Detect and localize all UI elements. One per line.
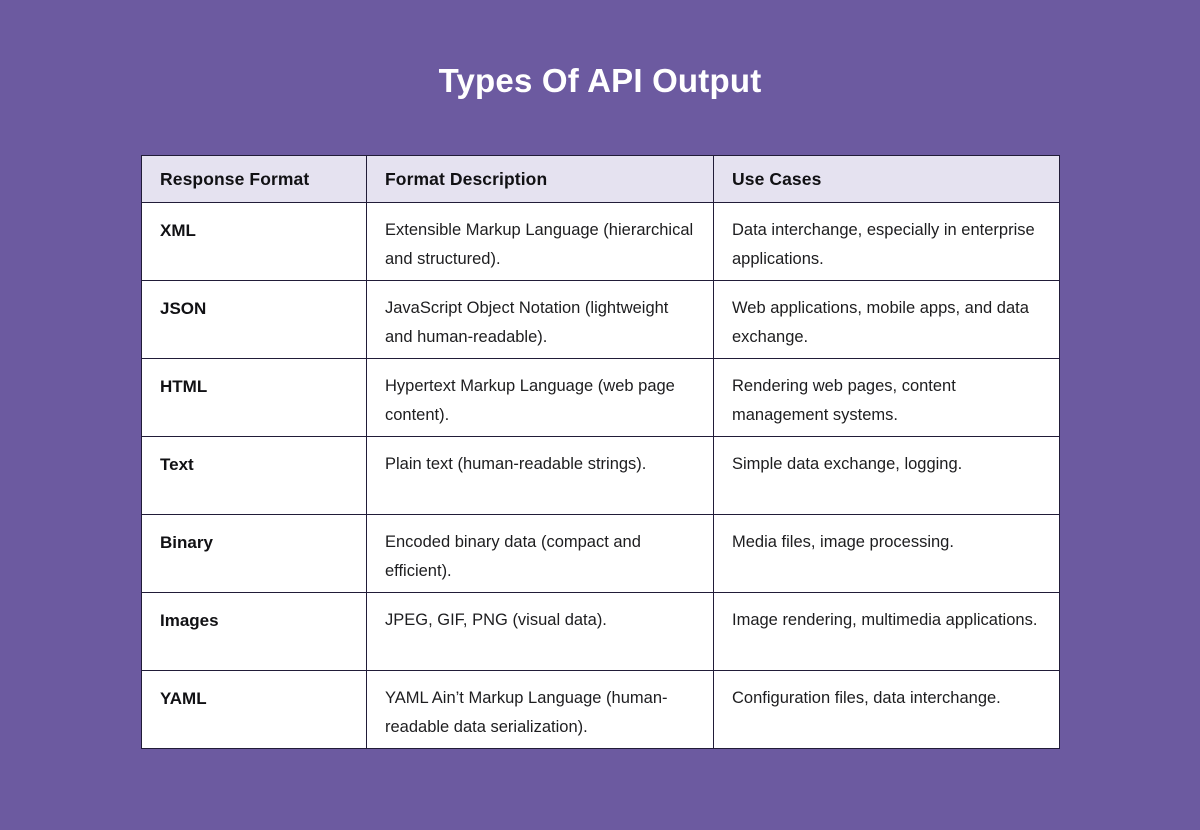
use-cases-cell: Web applications, mobile apps, and data … [713, 280, 1060, 359]
format-cell: HTML [141, 358, 367, 437]
api-output-table: Response Format Format Description Use C… [141, 155, 1060, 749]
table-row-html: HTML Hypertext Markup Language (web page… [141, 358, 1060, 437]
description-cell: JPEG, GIF, PNG (visual data). [366, 592, 714, 671]
description-cell: JavaScript Object Notation (lightweight … [366, 280, 714, 359]
table-row-images: Images JPEG, GIF, PNG (visual data). Ima… [141, 592, 1060, 671]
page-title: Types Of API Output [438, 62, 762, 99]
format-cell: YAML [141, 670, 367, 749]
table-row-xml: XML Extensible Markup Language (hierarch… [141, 202, 1060, 281]
table-row-yaml: YAML YAML Ain’t Markup Language (human-r… [141, 670, 1060, 749]
format-cell: Binary [141, 514, 367, 593]
column-header-format-description: Format Description [366, 155, 714, 203]
description-cell: Plain text (human-readable strings). [366, 436, 714, 515]
use-cases-cell: Configuration files, data interchange. [713, 670, 1060, 749]
column-header-use-cases: Use Cases [713, 155, 1060, 203]
description-cell: Extensible Markup Language (hierarchical… [366, 202, 714, 281]
use-cases-cell: Media files, image processing. [713, 514, 1060, 593]
format-cell: Text [141, 436, 367, 515]
use-cases-cell: Data interchange, especially in enterpri… [713, 202, 1060, 281]
table-row-text: Text Plain text (human-readable strings)… [141, 436, 1060, 515]
api-output-table-container: Response Format Format Description Use C… [141, 155, 1060, 749]
use-cases-cell: Image rendering, multimedia applications… [713, 592, 1060, 671]
table-row-json: JSON JavaScript Object Notation (lightwe… [141, 280, 1060, 359]
table-header-row: Response Format Format Description Use C… [141, 155, 1060, 203]
description-cell: Encoded binary data (compact and efficie… [366, 514, 714, 593]
column-header-response-format: Response Format [141, 155, 367, 203]
use-cases-cell: Rendering web pages, content management … [713, 358, 1060, 437]
description-cell: Hypertext Markup Language (web page cont… [366, 358, 714, 437]
use-cases-cell: Simple data exchange, logging. [713, 436, 1060, 515]
format-cell: XML [141, 202, 367, 281]
format-cell: JSON [141, 280, 367, 359]
table-row-binary: Binary Encoded binary data (compact and … [141, 514, 1060, 593]
description-cell: YAML Ain’t Markup Language (human-readab… [366, 670, 714, 749]
format-cell: Images [141, 592, 367, 671]
